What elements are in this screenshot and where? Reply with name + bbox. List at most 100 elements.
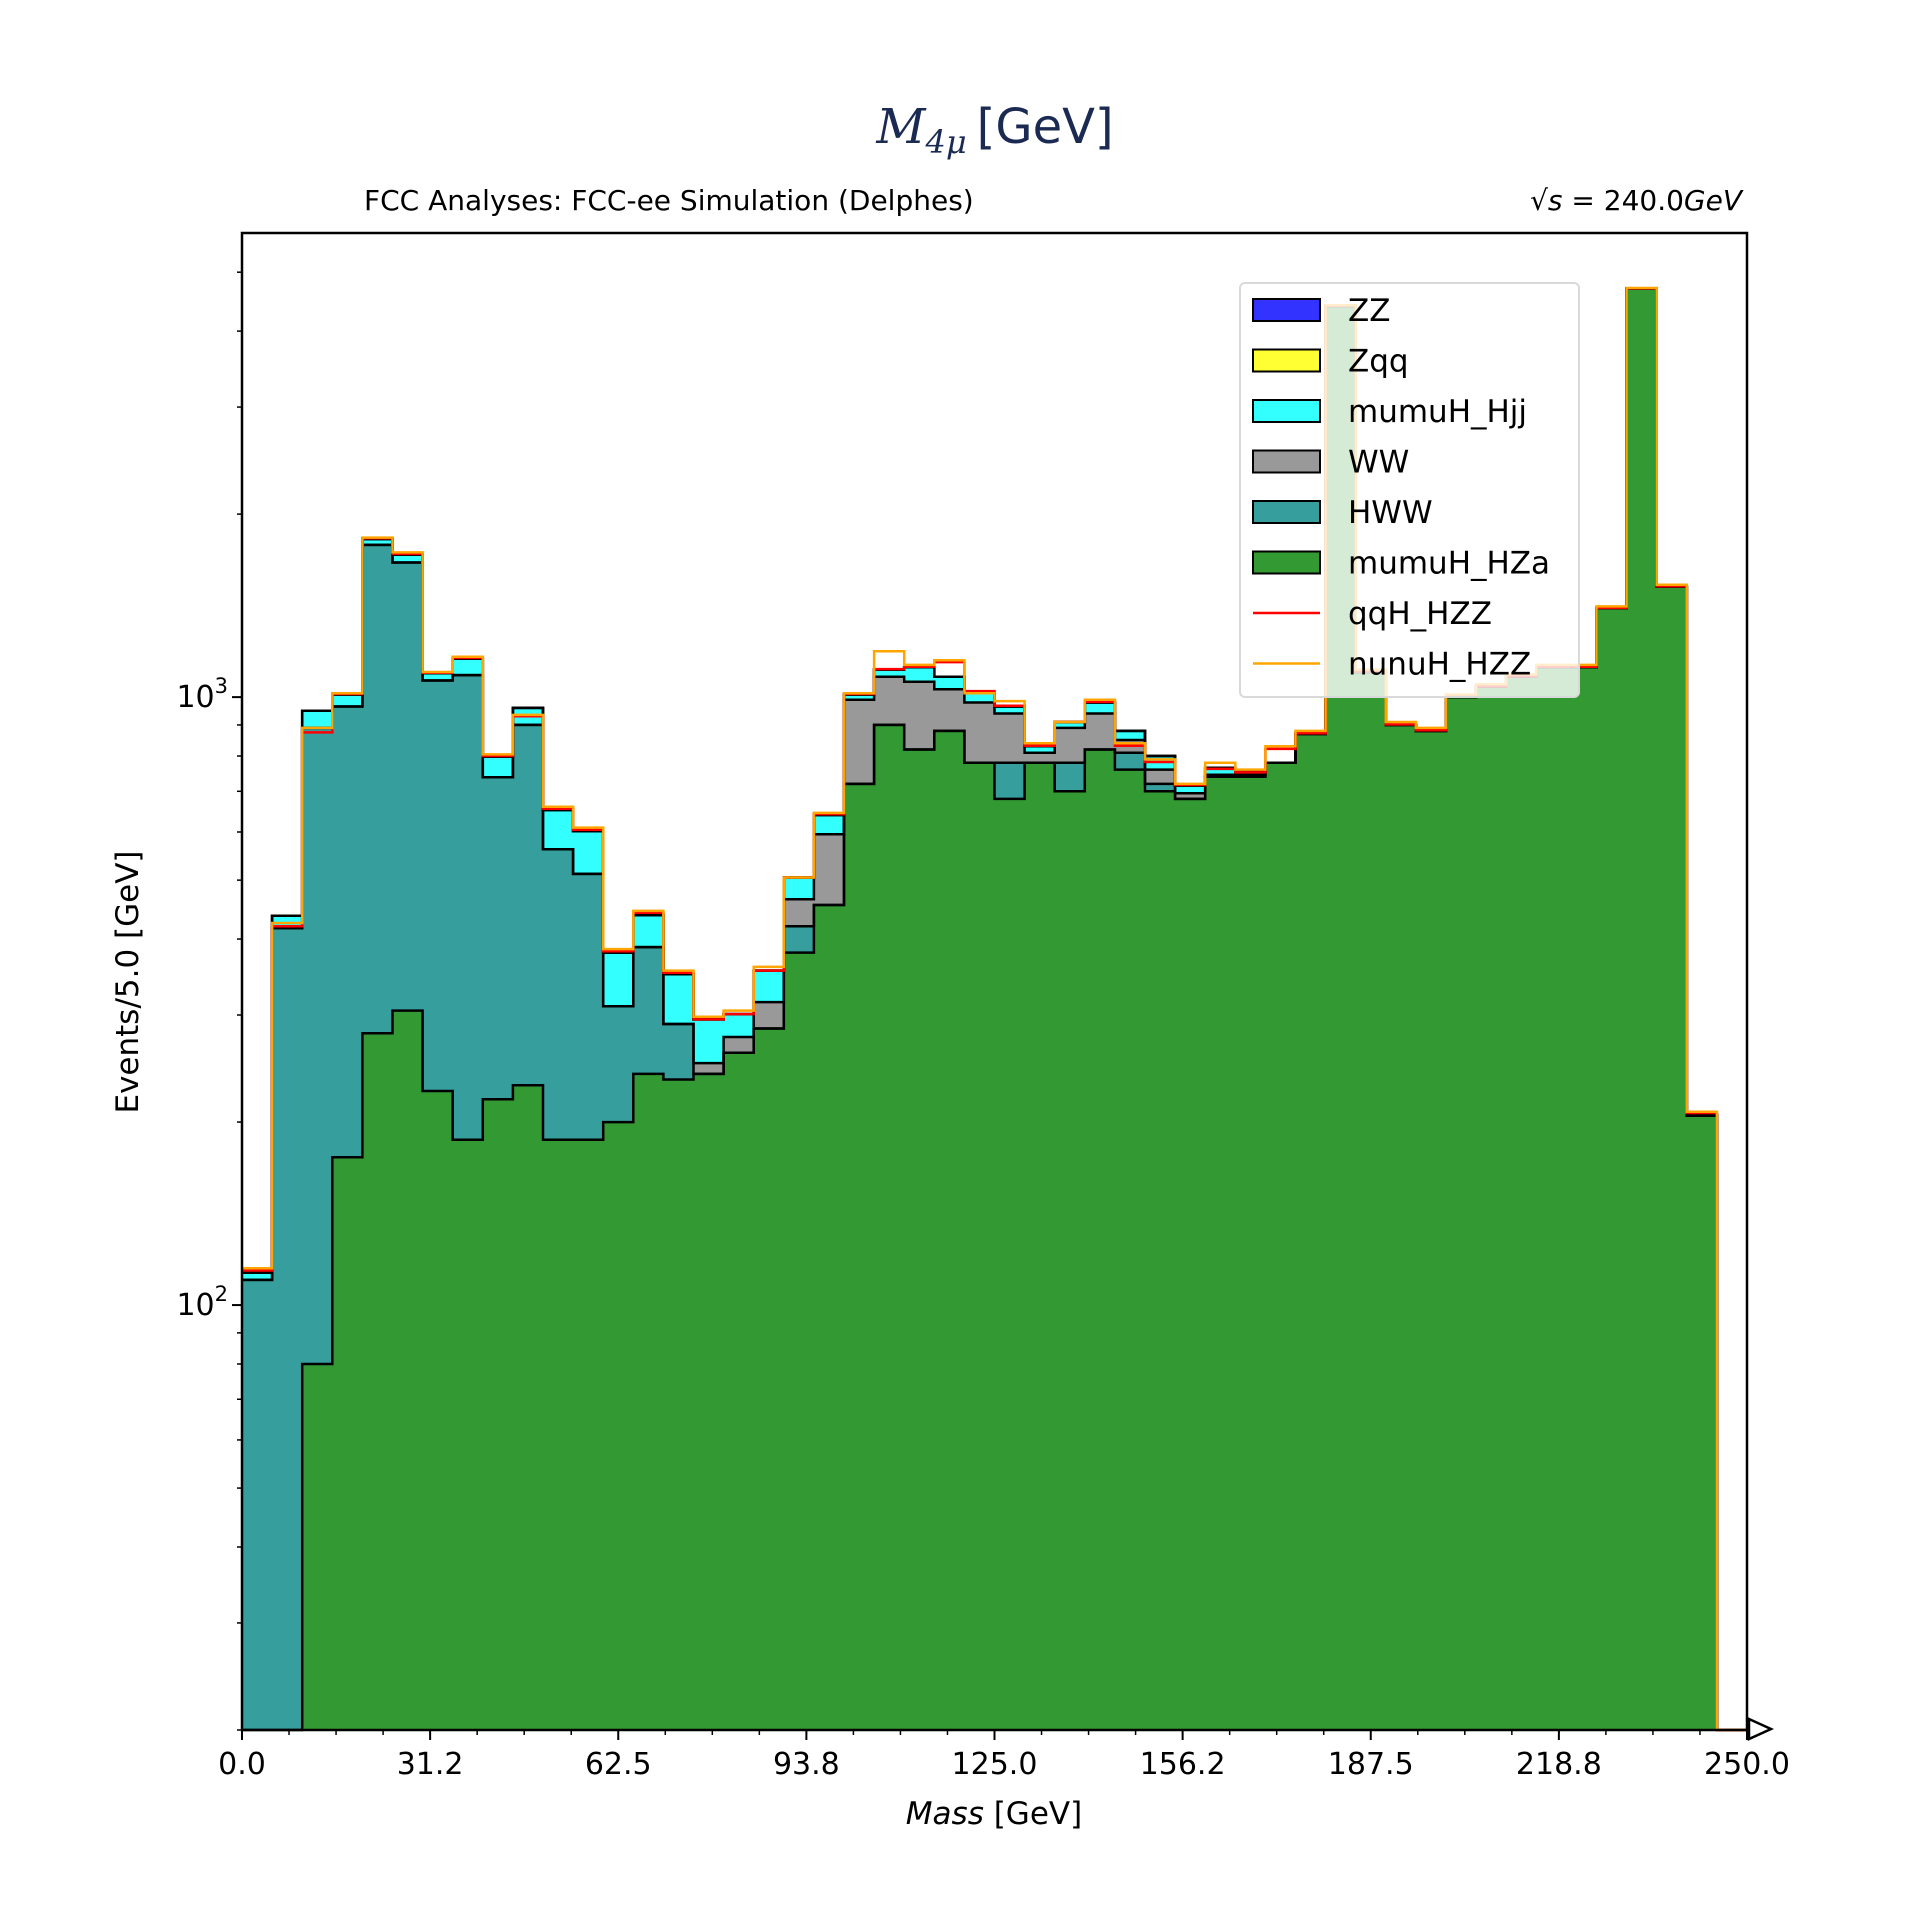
bar-WW-bin-28 xyxy=(1084,713,1116,750)
x-tick-label: 93.8 xyxy=(773,1747,840,1782)
bar-WW-bin-27 xyxy=(1054,727,1086,763)
bar-mumuH_HZa-bin-10 xyxy=(543,1139,574,1730)
bar-WW-bin-25 xyxy=(994,713,1026,763)
bar-mumuH_Hjj-bin-13 xyxy=(633,915,664,948)
bar-mumuH_HZa-bin-45 xyxy=(1596,608,1628,1730)
bar-HWW-bin-14 xyxy=(663,1023,695,1080)
bar-mumuH_HZa-bin-13 xyxy=(633,1073,664,1730)
bar-HWW-bin-11 xyxy=(573,873,604,1140)
bar-mumuH_Hjj-bin-15 xyxy=(693,1019,725,1064)
bar-mumuH_HZa-bin-4 xyxy=(362,1033,394,1730)
x-tick-label: 250.0 xyxy=(1704,1747,1790,1782)
x-tick-label: 62.5 xyxy=(585,1747,652,1782)
bar-mumuH_HZa-bin-38 xyxy=(1385,724,1417,1730)
legend-swatch-HWW xyxy=(1252,500,1321,524)
legend-label-WW: WW xyxy=(1348,445,1409,481)
bar-mumuH_Hjj-bin-20 xyxy=(844,694,875,700)
bar-mumuH_Hjj-bin-12 xyxy=(603,952,634,1007)
bar-mumuH_Hjj-bin-28 xyxy=(1084,702,1116,714)
bar-mumuH_HZa-bin-43 xyxy=(1536,667,1567,1730)
bar-mumuH_HZa-bin-6 xyxy=(422,1090,454,1730)
bar-mumuH_Hjj-bin-18 xyxy=(783,877,815,900)
bar-mumuH_Hjj-bin-10 xyxy=(543,810,574,850)
legend-swatch-mumuH_Hjj xyxy=(1252,399,1321,423)
bar-HWW-bin-27 xyxy=(1054,762,1086,792)
bar-mumuH_HZa-bin-37 xyxy=(1355,671,1387,1730)
legend-swatch-Zqq xyxy=(1252,348,1321,373)
bar-HWW-bin-6 xyxy=(422,680,454,1091)
x-tick-label: 0.0 xyxy=(218,1747,266,1782)
bar-mumuH_HZa-bin-26 xyxy=(1024,762,1056,1730)
bar-mumuH_HZa-bin-29 xyxy=(1114,769,1146,1730)
bar-WW-bin-22 xyxy=(904,681,935,750)
bar-HWW-bin-3 xyxy=(332,706,363,1158)
bar-mumuH_Hjj-bin-17 xyxy=(753,970,785,1003)
bar-mumuH_HZa-bin-22 xyxy=(904,749,935,1730)
bar-mumuH_Hjj-bin-22 xyxy=(904,667,935,682)
legend-label-mumuH_Hjj: mumuH_Hjj xyxy=(1348,394,1527,430)
legend-swatch-ZZ xyxy=(1252,298,1321,322)
legend: ZZ Zqq mumuH_Hjj WW HWW mumuH_HZa qqH_HZZ nunuH… xyxy=(1239,282,1580,698)
bar-mumuH_HZa-bin-47 xyxy=(1656,586,1688,1730)
bar-WW-bin-30 xyxy=(1145,769,1176,784)
bar-mumuH_HZa-bin-34 xyxy=(1265,762,1297,1730)
bar-mumuH_HZa-bin-20 xyxy=(844,783,875,1730)
bar-mumuH_HZa-bin-46 xyxy=(1626,288,1658,1731)
legend-swatch-mumuH_HZa xyxy=(1252,550,1321,575)
bar-WW-bin-24 xyxy=(964,702,996,763)
legend-label-nunuH_HZZ: nunuH_HZZ xyxy=(1348,647,1531,683)
series-HWW xyxy=(242,544,1176,1730)
bar-mumuH_HZa-bin-32 xyxy=(1205,776,1236,1730)
legend-label-mumuH_HZa: mumuH_HZa xyxy=(1348,546,1550,582)
bar-HWW-bin-2 xyxy=(302,727,333,1364)
bar-mumuH_Hjj-bin-7 xyxy=(452,658,484,676)
bar-WW-bin-23 xyxy=(934,689,965,731)
bar-mumuH_Hjj-bin-0 xyxy=(242,1272,273,1280)
bar-mumuH_HZa-bin-40 xyxy=(1446,697,1477,1730)
y-tick-label: 103 xyxy=(176,674,228,715)
bar-mumuH_HZa-bin-33 xyxy=(1235,776,1266,1730)
bar-WW-bin-31 xyxy=(1175,793,1206,799)
bar-mumuH_HZa-bin-41 xyxy=(1476,686,1507,1730)
subtitle-right: √s = 240.0GeV xyxy=(1530,184,1744,217)
bar-HWW-bin-13 xyxy=(633,947,664,1074)
legend-label-ZZ: ZZ xyxy=(1348,293,1390,329)
bar-mumuH_Hjj-bin-24 xyxy=(964,693,996,703)
bar-mumuH_Hjj-bin-31 xyxy=(1175,785,1206,794)
stacked-bars xyxy=(242,287,1747,1732)
legend-swatch-WW xyxy=(1252,449,1321,474)
bar-mumuH_Hjj-bin-3 xyxy=(332,694,363,707)
bar-HWW-bin-18 xyxy=(783,926,815,953)
bar-mumuH_HZa-bin-18 xyxy=(783,952,815,1730)
bar-mumuH_Hjj-bin-11 xyxy=(573,831,604,874)
bar-HWW-bin-30 xyxy=(1145,783,1176,792)
bar-mumuH_HZa-bin-25 xyxy=(994,798,1026,1730)
bar-mumuH_HZa-bin-21 xyxy=(874,724,905,1730)
title-subscript: 4μ xyxy=(924,123,966,161)
bar-mumuH_Hjj-bin-23 xyxy=(934,676,965,690)
bar-mumuH_Hjj-bin-27 xyxy=(1054,722,1086,728)
title-var: M xyxy=(875,99,927,155)
bar-mumuH_HZa-bin-19 xyxy=(813,905,845,1730)
bar-mumuH_Hjj-bin-4 xyxy=(362,539,394,545)
bar-mumuH_HZa-bin-48 xyxy=(1686,1115,1718,1730)
x-tick-label: 218.8 xyxy=(1516,1747,1602,1782)
bar-mumuH_HZa-bin-8 xyxy=(482,1099,514,1730)
bar-mumuH_HZa-bin-44 xyxy=(1566,667,1598,1730)
x-axis-ticks: 0.0 31.2 62.5 93.8 125.0 156.2 187.5 218.8 250.0 xyxy=(218,1730,1790,1782)
bar-mumuH_HZa-bin-2 xyxy=(302,1363,333,1730)
bar-mumuH_HZa-bin-17 xyxy=(753,1028,785,1730)
bar-mumuH_Hjj-bin-19 xyxy=(813,814,845,835)
bar-mumuH_HZa-bin-27 xyxy=(1054,791,1086,1730)
x-tick-label: 187.5 xyxy=(1328,1747,1414,1782)
bar-mumuH_Hjj-bin-16 xyxy=(723,1014,755,1038)
bar-mumuH_Hjj-bin-21 xyxy=(874,669,905,677)
bar-mumuH_Hjj-bin-6 xyxy=(422,673,454,681)
bar-mumuH_HZa-bin-23 xyxy=(934,730,965,1730)
bar-mumuH_Hjj-bin-8 xyxy=(482,756,514,778)
title-unit: [GeV] xyxy=(977,99,1114,155)
bar-WW-bin-15 xyxy=(693,1063,725,1074)
bar-HWW-bin-5 xyxy=(392,562,424,1011)
bar-WW-bin-20 xyxy=(844,699,875,784)
bar-mumuH_HZa-bin-12 xyxy=(603,1122,634,1730)
